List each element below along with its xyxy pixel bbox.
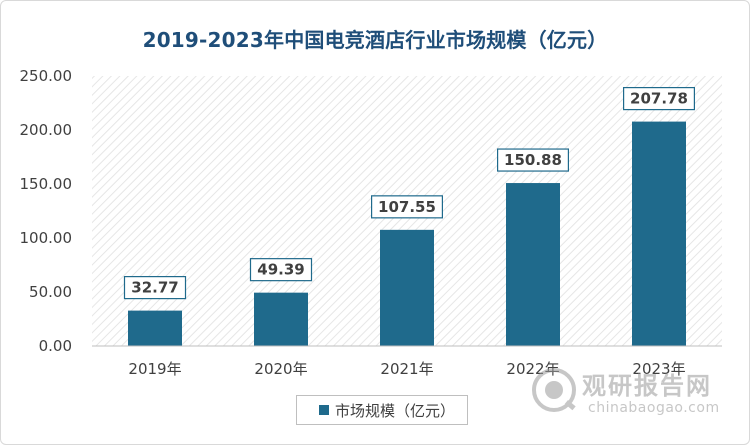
y-tick-label: 50.00 (29, 283, 72, 301)
y-tick-label: 250.00 (20, 67, 73, 85)
legend-label: 市场规模（亿元） (335, 401, 456, 420)
y-tick-label: 150.00 (20, 175, 73, 193)
watermark: 观研报告网 chinabaogao.com (530, 362, 740, 422)
y-tick-label: 100.00 (20, 229, 73, 247)
legend-swatch (319, 405, 329, 415)
bar (380, 229, 434, 346)
bar-series (128, 121, 686, 347)
x-axis: 2019年 2020年 2021年 2022年 2023年 (128, 360, 685, 378)
chart-title: 2019-2023年中国电竞酒店行业市场规模（亿元） (142, 28, 608, 52)
x-tick-label: 2020年 (254, 360, 307, 378)
data-label: 207.78 (630, 90, 688, 108)
data-label-box (249, 258, 313, 282)
x-tick-label: 2019年 (128, 360, 181, 378)
data-label-box (622, 86, 695, 111)
bar (506, 183, 560, 346)
data-labels: 32.77 49.39 107.55 150.88 207.78 (123, 86, 695, 300)
data-label-box (497, 148, 570, 172)
watermark-logo-icon (532, 368, 576, 412)
data-label: 107.55 (378, 198, 436, 216)
y-tick-label: 0.00 (39, 337, 72, 355)
watermark-cn: 观研报告网 (582, 372, 712, 400)
data-label: 49.39 (257, 261, 304, 279)
bar (632, 121, 686, 347)
data-label: 32.77 (131, 279, 178, 297)
x-tick-label: 2021年 (380, 360, 433, 378)
y-axis: 0.00 50.00 100.00 150.00 200.00 250.00 (20, 67, 73, 355)
data-label-box (123, 276, 187, 300)
watermark-en: chinabaogao.com (588, 400, 720, 416)
data-label-box (371, 195, 444, 219)
legend: 市场规模（亿元） (296, 395, 468, 425)
x-tick-label: 2023年 (632, 360, 685, 378)
data-label: 150.88 (504, 151, 562, 169)
bar (128, 310, 182, 346)
bar (254, 292, 308, 346)
y-tick-label: 200.00 (20, 121, 73, 139)
